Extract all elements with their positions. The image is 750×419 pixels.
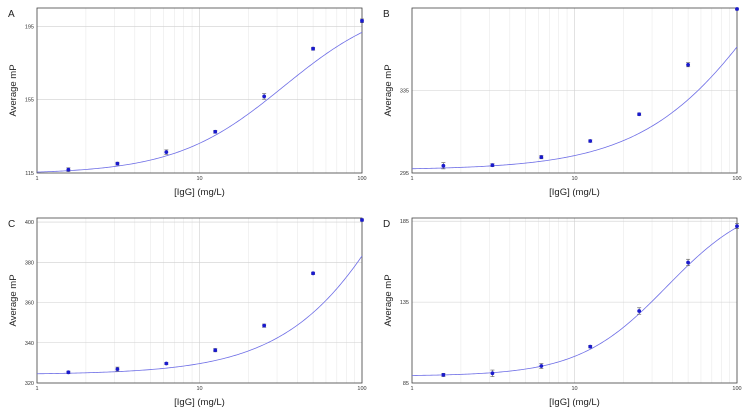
x-tick-label: 1 xyxy=(35,176,38,182)
panel-letter: A xyxy=(8,9,15,20)
plot-frame xyxy=(411,7,738,174)
data-point xyxy=(360,218,364,222)
y-tick-label: 295 xyxy=(400,171,409,177)
y-tick-label: 340 xyxy=(25,341,34,347)
fit-curve xyxy=(411,226,738,376)
x-axis-title: [IgG] (mg/L) xyxy=(174,187,225,198)
y-axis-title: Average mP xyxy=(8,64,19,116)
data-point xyxy=(115,367,120,372)
y-tick-label: 115 xyxy=(25,171,34,177)
data-point xyxy=(686,62,690,67)
chart-panel-c: C 1 10 100 320 340 360 380 400 [IgG] (mg/L) Averag… xyxy=(8,217,367,408)
fit-curve xyxy=(411,46,738,170)
y-tick-label: 155 xyxy=(25,98,34,104)
panel-letter: C xyxy=(8,219,15,230)
x-axis-title: [IgG] (mg/L) xyxy=(174,397,225,408)
y-tick-label: 320 xyxy=(25,381,34,387)
data-point xyxy=(588,139,593,143)
y-tick-label: 185 xyxy=(400,219,409,225)
data-point xyxy=(164,150,169,155)
data-point xyxy=(735,7,739,11)
y-tick-label: 335 xyxy=(400,89,409,95)
data-point xyxy=(588,344,593,349)
panel-letter: D xyxy=(383,219,390,230)
data-point xyxy=(539,155,544,160)
data-point xyxy=(360,18,364,23)
data-point xyxy=(441,163,446,168)
fit-curve xyxy=(36,255,363,375)
y-axis-title: Average mP xyxy=(383,274,394,326)
data-point xyxy=(164,361,169,366)
plot-frame xyxy=(36,217,363,384)
data-point xyxy=(213,348,218,353)
data-point xyxy=(490,163,495,168)
y-tick-label: 135 xyxy=(400,300,409,306)
x-tick-label: 100 xyxy=(732,176,741,182)
data-point xyxy=(311,271,315,276)
grid xyxy=(411,218,738,384)
data-point xyxy=(66,167,71,172)
data-point xyxy=(686,260,690,265)
data-point xyxy=(441,373,446,377)
y-tick-label: 85 xyxy=(403,381,409,387)
data-point xyxy=(262,94,267,99)
data-point xyxy=(735,224,739,228)
y-tick-label: 360 xyxy=(25,301,34,307)
chart-panel-d: D 1 10 100 85 135 185 [IgG] (mg/L) Average mP xyxy=(383,217,742,408)
data-point xyxy=(539,364,544,368)
data-point xyxy=(213,129,218,134)
chart-panel-a: A 1 10 100 115 155 195 [IgG] (mg/L) Average mP xyxy=(8,7,367,198)
data-point xyxy=(490,371,495,376)
data-point xyxy=(262,323,267,328)
x-tick-label: 10 xyxy=(196,176,202,182)
x-tick-label: 100 xyxy=(357,386,366,392)
data-point xyxy=(311,46,315,51)
grid xyxy=(36,8,363,174)
x-tick-label: 1 xyxy=(410,176,413,182)
x-tick-label: 1 xyxy=(410,386,413,392)
plot-frame xyxy=(411,217,738,384)
chart-panel-b: B 1 10 100 295 335 [IgG] (mg/L) Average mP xyxy=(383,7,742,198)
y-axis-title: Average mP xyxy=(383,64,394,116)
data-point xyxy=(115,161,120,166)
x-tick-label: 100 xyxy=(732,386,741,392)
data-point xyxy=(637,112,642,117)
data-point xyxy=(66,370,71,375)
data-point xyxy=(637,309,642,313)
x-axis-title: [IgG] (mg/L) xyxy=(549,187,600,198)
x-tick-label: 10 xyxy=(196,386,202,392)
x-tick-label: 100 xyxy=(357,176,366,182)
y-tick-label: 380 xyxy=(25,260,34,266)
y-axis-title: Average mP xyxy=(8,274,19,326)
grid xyxy=(411,8,738,174)
grid xyxy=(36,218,363,384)
panel-letter: B xyxy=(383,9,390,20)
x-tick-label: 1 xyxy=(35,386,38,392)
y-tick-label: 400 xyxy=(25,220,34,226)
x-axis-title: [IgG] (mg/L) xyxy=(549,397,600,408)
y-tick-label: 195 xyxy=(25,24,34,30)
x-tick-label: 10 xyxy=(571,386,577,392)
fit-curve xyxy=(36,31,363,173)
x-tick-label: 10 xyxy=(571,176,577,182)
plot-frame xyxy=(36,7,363,174)
